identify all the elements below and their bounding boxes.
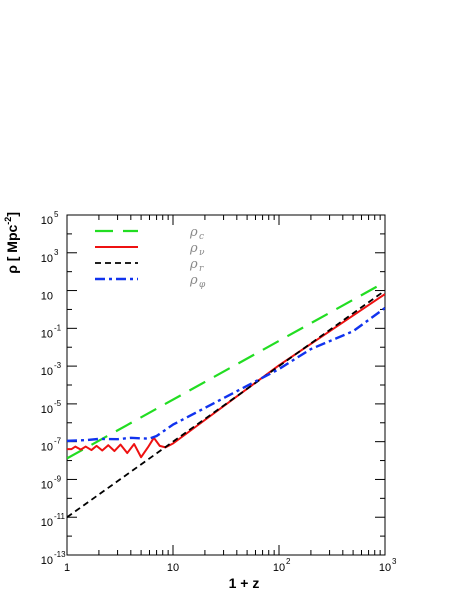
legend-label-φ: ρ <box>189 273 198 288</box>
legend-sub-r: r <box>199 264 204 274</box>
legend-sub-φ: φ <box>199 280 206 290</box>
y-axis-title: ρ [ Mpc-2] <box>3 212 20 274</box>
y-axis-title-main: ρ [ Mpc <box>4 224 20 273</box>
x-tick-label: 10 <box>379 562 391 574</box>
plot-frame <box>66 214 386 556</box>
legend: ρ cρ νρ rρ φ <box>95 225 206 290</box>
legend-label-ν: ρ <box>189 241 198 256</box>
series-line-ν <box>67 293 385 459</box>
x-tick-label: 10 <box>273 562 285 574</box>
x-tick-label: 10 <box>167 562 179 574</box>
tick-labels: 1 10 1021031051031010-110-310-510-710-910-… <box>41 210 397 574</box>
y-tick-label: 10 <box>41 555 53 567</box>
y-tick-label-exp: 5 <box>54 210 59 219</box>
y-axis-title-close: ] <box>4 212 20 217</box>
y-tick-label-exp: -11 <box>54 512 66 521</box>
x-tick-label-exp: 3 <box>392 557 397 566</box>
y-axis-title-exp: -2 <box>3 217 13 225</box>
y-tick-label-exp: -13 <box>54 550 66 559</box>
y-tick-label: 10 <box>41 253 53 265</box>
y-tick-label: 10 <box>41 215 53 227</box>
series-line-c <box>67 281 385 460</box>
x-tick-label-exp: 2 <box>286 557 291 566</box>
y-tick-label-exp: 3 <box>54 248 59 257</box>
y-tick-label-exp: -3 <box>54 361 62 370</box>
y-tick-label: 10 <box>41 442 53 454</box>
series-line-φ <box>67 306 385 443</box>
legend-sub-c: c <box>199 232 204 242</box>
y-tick-label-exp: -1 <box>54 323 62 332</box>
axis-ticks <box>66 214 385 556</box>
y-tick-label-exp: -7 <box>54 437 62 446</box>
legend-label-c: ρ <box>189 225 198 240</box>
y-tick-label-exp: -9 <box>54 474 62 483</box>
y-tick-label: 10 <box>41 479 53 491</box>
legend-label-r: ρ <box>189 257 198 272</box>
y-tick-label: 10 <box>41 328 53 340</box>
y-tick-label: 10 <box>41 366 53 378</box>
x-axis-title: 1 + z <box>229 575 260 591</box>
legend-sub-ν: ν <box>199 248 205 258</box>
y-tick-label: 10 <box>41 517 53 529</box>
svg-text:ρ [ Mpc-2]: ρ [ Mpc-2] <box>3 212 20 274</box>
y-tick-label: 10 <box>41 404 53 416</box>
y-tick-label-exp: -5 <box>54 399 62 408</box>
series-layer <box>67 281 385 518</box>
series-line-r <box>67 289 385 518</box>
x-tick-label: 1 <box>64 562 70 574</box>
y-tick-label: 10 <box>41 291 53 303</box>
